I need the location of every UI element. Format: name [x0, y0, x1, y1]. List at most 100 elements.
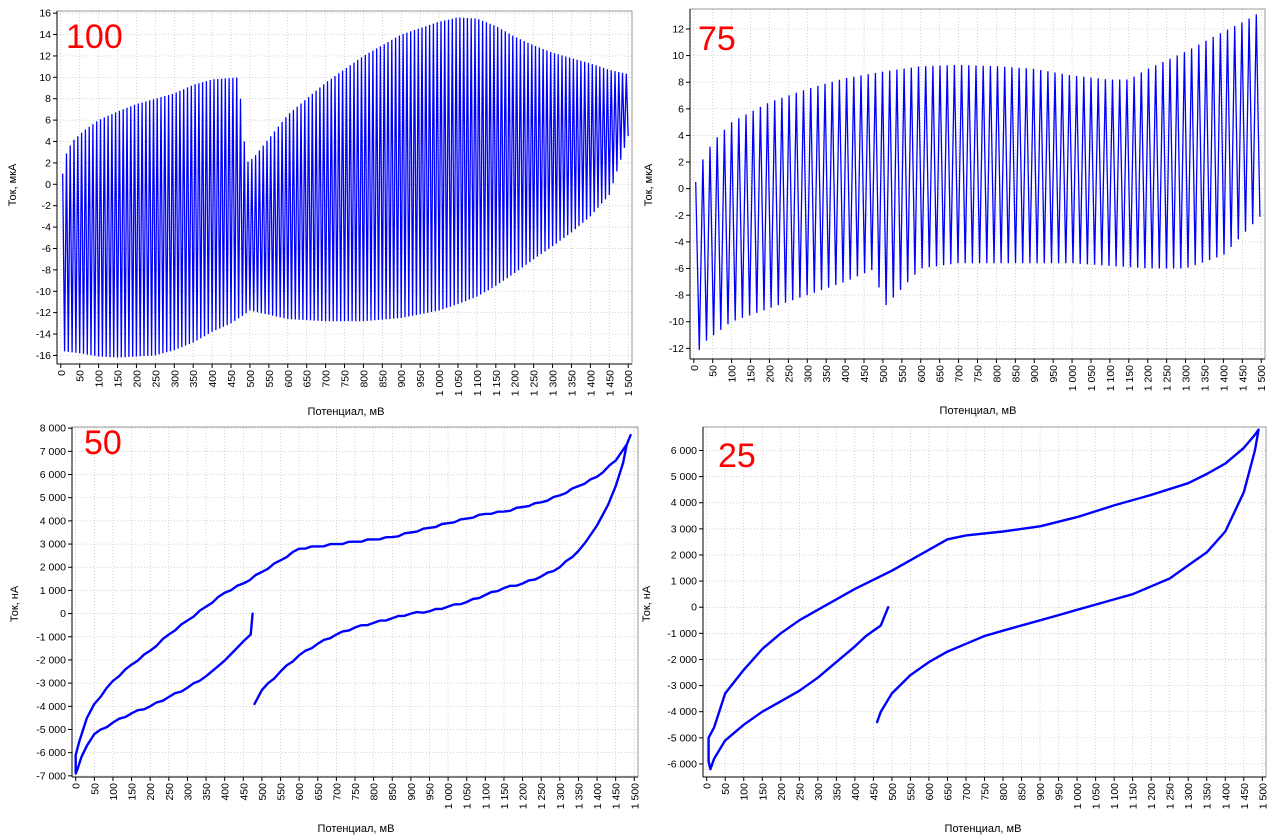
series-line [695, 14, 1261, 351]
y-tick-label: 7 000 [40, 446, 66, 458]
x-tick-label: 900 [396, 370, 408, 388]
y-tick-label: -6 000 [667, 758, 697, 770]
y-tick-label: -4 000 [36, 701, 66, 713]
x-tick-label: 150 [746, 365, 758, 383]
x-tick-label: 250 [794, 783, 806, 801]
y-tick-label: -2 000 [667, 654, 697, 666]
x-tick-label: 150 [757, 783, 769, 801]
x-tick-label: 250 [783, 365, 795, 383]
x-tick-label: 1 050 [462, 783, 474, 809]
x-tick-label: 1 300 [1181, 365, 1193, 391]
x-tick-label: 450 [868, 783, 880, 801]
x-tick-label: 50 [75, 370, 87, 382]
y-tick-label: 4 [678, 130, 684, 142]
x-tick-label: 950 [415, 370, 427, 388]
y-tick-label: -6 000 [36, 747, 66, 759]
x-tick-label: 100 [108, 783, 120, 801]
x-tick-label: 750 [980, 783, 992, 801]
x-axis-title: Потенциал, мВ [940, 405, 1017, 417]
x-tick-label: 300 [182, 783, 194, 801]
x-tick-label: 1 100 [472, 370, 484, 396]
x-tick-label: 0 [56, 370, 68, 376]
x-tick-label: 900 [1029, 365, 1041, 383]
y-tick-label: -6 [42, 243, 51, 255]
y-tick-label: -3 000 [667, 680, 697, 692]
x-tick-label: 1 200 [1143, 365, 1155, 391]
x-tick-label: 800 [998, 783, 1010, 801]
x-tick-label: 1 400 [585, 370, 597, 396]
x-tick-label: 950 [425, 783, 437, 801]
x-tick-label: 1 150 [499, 783, 511, 809]
x-tick-label: 450 [859, 365, 871, 383]
y-tick-label: 8 000 [40, 423, 66, 435]
y-tick-label: -12 [36, 307, 51, 319]
x-tick-label: 750 [350, 783, 362, 801]
x-tick-label: 1 250 [1162, 365, 1174, 391]
x-tick-label: 350 [831, 783, 843, 801]
x-tick-label: 0 [71, 783, 83, 789]
x-tick-label: 0 [702, 783, 714, 789]
x-tick-label: 950 [1054, 783, 1066, 801]
x-tick-label: 1 300 [555, 783, 567, 809]
x-tick-label: 400 [207, 370, 219, 388]
x-tick-label: 550 [264, 370, 276, 388]
y-tick-label: 6 [45, 115, 51, 127]
x-tick-label: 1 500 [1256, 365, 1268, 391]
x-tick-label: 850 [1017, 783, 1029, 801]
x-tick-label: 450 [238, 783, 250, 801]
x-tick-label: 650 [313, 783, 325, 801]
y-tick-label: 3 000 [40, 539, 66, 551]
x-tick-label: 100 [739, 783, 751, 801]
panel-label-75: 75 [698, 20, 736, 58]
x-tick-label: 1 200 [518, 783, 530, 809]
x-tick-label: 150 [127, 783, 139, 801]
series-line [62, 17, 629, 358]
chart-panel-75: -12 -10 -8 -6 -4 -2 0 2 4 6 8 10 12 0 50 100 150 200 250 30… [643, 8, 1268, 417]
x-tick-label: 650 [935, 365, 947, 383]
y-tick-label: -4 000 [667, 706, 697, 718]
x-tick-label: 50 [708, 365, 720, 377]
y-tick-label: -7 000 [36, 770, 66, 782]
y-tick-label: 5 000 [40, 492, 66, 504]
panel-label-50: 50 [84, 424, 122, 462]
x-tick-label: 650 [302, 370, 314, 388]
x-tick-label: 850 [377, 370, 389, 388]
y-tick-label: 5 000 [671, 471, 697, 483]
y-tick-label: 0 [60, 608, 66, 620]
y-tick-label: 3 000 [671, 523, 697, 535]
y-axis-title: Ток, мкА [7, 163, 19, 206]
y-tick-label: 12 [672, 23, 684, 35]
x-axis-title: Потенциал, мВ [318, 823, 395, 835]
x-axis-title: Потенциал, мВ [945, 823, 1022, 835]
x-tick-label: 300 [169, 370, 181, 388]
x-tick-label: 200 [131, 370, 143, 388]
x-axis-title: Потенциал, мВ [308, 406, 385, 418]
chart-panel-100: -16 -14 -12 -10 -8 -6 -4 -2 0 2 4 6 8 10 12 14 16 0 50 100 1… [7, 8, 635, 418]
x-tick-label: 1 100 [1109, 783, 1121, 809]
x-tick-label: 600 [924, 783, 936, 801]
y-tick-label: -16 [36, 350, 51, 362]
x-tick-label: 1 350 [1200, 365, 1212, 391]
x-tick-label: 350 [201, 783, 213, 801]
y-tick-label: -8 [675, 290, 684, 302]
x-tick-label: 300 [813, 783, 825, 801]
y-tick-label: 0 [45, 179, 51, 191]
panel-label-25: 25 [718, 437, 756, 475]
x-tick-label: 600 [294, 783, 306, 801]
x-tick-label: 500 [887, 783, 899, 801]
x-tick-label: 1 050 [1091, 783, 1103, 809]
y-axis-title: Ток, мкА [643, 163, 655, 206]
x-tick-label: 1 400 [592, 783, 604, 809]
x-tick-label: 800 [358, 370, 370, 388]
x-tick-label: 1 200 [510, 370, 522, 396]
x-tick-label: 700 [321, 370, 333, 388]
y-tick-label: -1 000 [36, 631, 66, 643]
x-tick-label: 1 300 [1183, 783, 1195, 809]
y-tick-label: -10 [669, 316, 684, 328]
x-tick-label: 1 250 [1165, 783, 1177, 809]
x-tick-label: 1 150 [1124, 365, 1136, 391]
x-tick-label: 50 [89, 783, 101, 795]
x-tick-label: 1 450 [1237, 365, 1249, 391]
y-tick-label: -12 [669, 343, 684, 355]
